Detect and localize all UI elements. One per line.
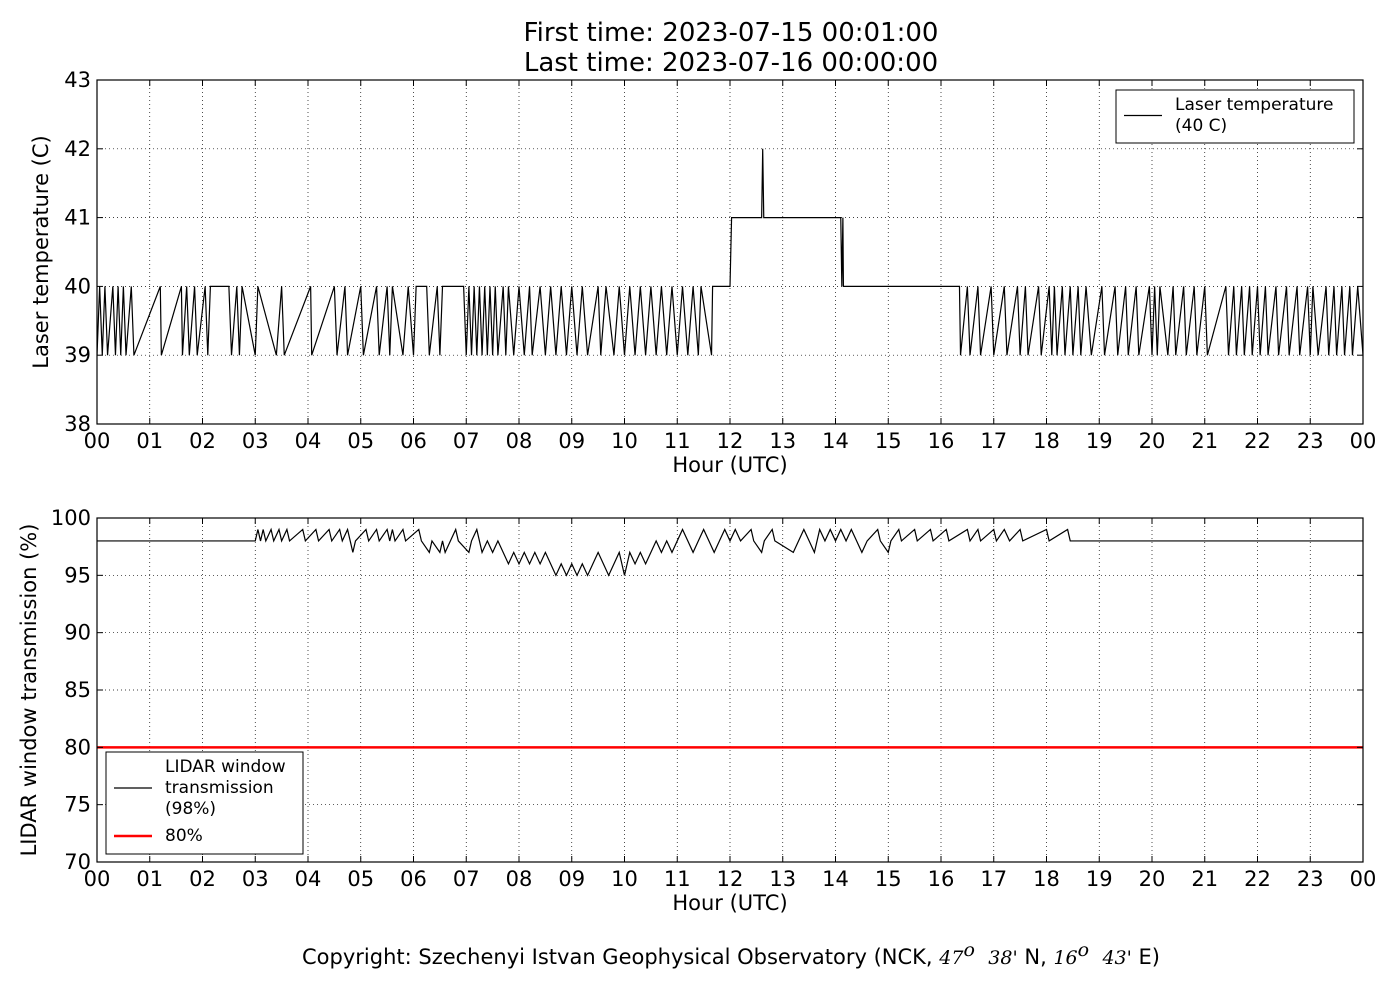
y-tick-label: 41: [64, 206, 91, 230]
copyright-text: Copyright: Szechenyi Istvan Geophysical …: [302, 945, 940, 969]
y-axis-label: Laser temperature (C): [29, 135, 53, 368]
x-tick-label: 19: [1086, 867, 1113, 891]
x-tick-label: 07: [453, 429, 480, 453]
y-tick-label: 90: [64, 621, 91, 645]
y-tick-label: 43: [64, 68, 91, 92]
longitude-degrees: 16: [1053, 947, 1078, 969]
x-tick-label: 19: [1086, 429, 1113, 453]
latitude-suffix: N,: [1017, 945, 1054, 969]
y-tick-label: 75: [64, 793, 91, 817]
legend-label: (98%): [165, 799, 216, 819]
y-tick-label: 95: [64, 563, 91, 587]
legend-label: Laser temperature: [1175, 95, 1333, 115]
x-tick-label: 00: [1350, 429, 1377, 453]
x-tick-label: 08: [506, 429, 533, 453]
x-tick-label: 01: [136, 867, 163, 891]
x-tick-label: 20: [1139, 867, 1166, 891]
x-tick-label: 21: [1191, 429, 1218, 453]
y-tick-label: 80: [64, 735, 91, 759]
x-tick-label: 04: [295, 867, 322, 891]
y-tick-label: 42: [64, 137, 91, 161]
y-tick-label: 85: [64, 678, 91, 702]
legend-label: 80%: [165, 826, 203, 846]
x-tick-label: 18: [1033, 867, 1060, 891]
x-tick-label: 11: [664, 867, 691, 891]
x-tick-label: 23: [1297, 429, 1324, 453]
x-tick-label: 02: [189, 867, 216, 891]
series-line-lidar-transmission: [97, 527, 1363, 577]
x-tick-label: 23: [1297, 867, 1324, 891]
x-tick-label: 04: [295, 429, 322, 453]
y-tick-label: 40: [64, 274, 91, 298]
x-tick-label: 14: [822, 867, 849, 891]
x-tick-label: 08: [506, 867, 533, 891]
longitude-minutes: 43': [1102, 947, 1132, 969]
lidar-transmission-panel: 00 01 02 03 04 05 06 07 08 09 10 11 12 13 14 15 16 17 18 19…: [17, 506, 1376, 915]
x-tick-label: 05: [347, 867, 374, 891]
y-axis-label: LIDAR window transmission (%): [17, 524, 41, 857]
x-tick-label: 10: [611, 867, 638, 891]
x-tick-label: 16: [928, 867, 955, 891]
legend-label: (40 C): [1175, 116, 1227, 136]
x-tick-label: 15: [875, 867, 902, 891]
x-tick-label: 03: [242, 867, 269, 891]
x-tick-label: 16: [928, 429, 955, 453]
y-tick-label: 38: [64, 412, 91, 436]
x-tick-label: 22: [1244, 429, 1271, 453]
x-tick-label: 20: [1139, 429, 1166, 453]
x-tick-label: 00: [1350, 867, 1377, 891]
latitude-degrees: 47: [939, 947, 964, 969]
x-tick-label: 13: [769, 867, 796, 891]
latitude-degree-symbol: o: [963, 939, 975, 961]
chart-title-line-2: Last time: 2023-07-16 00:00:00: [523, 48, 939, 78]
x-tick-label: 14: [822, 429, 849, 453]
x-tick-label: 13: [769, 429, 796, 453]
x-tick-label: 06: [400, 429, 427, 453]
y-tick-label: 39: [64, 343, 91, 367]
x-tick-label: 17: [980, 429, 1007, 453]
x-tick-label: 10: [611, 429, 638, 453]
x-tick-label: 06: [400, 867, 427, 891]
copyright-footer: Copyright: Szechenyi Istvan Geophysical …: [0, 936, 1400, 972]
x-tick-label: 15: [875, 429, 902, 453]
charts-canvas: 00 01 02 03 04 05 06 07 08 09 10 11 12 13 14 15 16 17 18 19…: [17, 68, 1376, 915]
longitude-degree-symbol: o: [1077, 939, 1090, 961]
x-tick-label: 05: [347, 429, 374, 453]
x-tick-label: 09: [558, 429, 585, 453]
x-tick-label: 09: [558, 867, 585, 891]
legend-label: transmission: [165, 778, 274, 798]
x-tick-label: 07: [453, 867, 480, 891]
chart-title-line-1: First time: 2023-07-15 00:01:00: [523, 18, 939, 48]
x-tick-label: 12: [717, 867, 744, 891]
laser-temperature-panel: 00 01 02 03 04 05 06 07 08 09 10 11 12 13 14 15 16 17 18 19…: [29, 68, 1376, 477]
longitude-suffix: E): [1131, 945, 1160, 969]
x-tick-label: 11: [664, 429, 691, 453]
x-axis-label: Hour (UTC): [672, 891, 787, 915]
x-tick-label: 00: [84, 867, 111, 891]
x-tick-label: 01: [136, 429, 163, 453]
x-tick-label: 02: [189, 429, 216, 453]
x-tick-label: 00: [84, 429, 111, 453]
x-tick-label: 17: [980, 867, 1007, 891]
x-tick-label: 21: [1191, 867, 1218, 891]
legend-box: [1115, 89, 1355, 144]
y-tick-label: 100: [51, 506, 91, 530]
x-tick-label: 03: [242, 429, 269, 453]
x-axis-label: Hour (UTC): [672, 453, 787, 477]
y-tick-label: 70: [64, 850, 91, 874]
x-tick-label: 22: [1244, 867, 1271, 891]
latitude-minutes: 38': [988, 947, 1018, 969]
legend-label: LIDAR window: [165, 757, 286, 777]
x-tick-label: 18: [1033, 429, 1060, 453]
series-line-laser-temperature: [97, 148, 1363, 356]
x-tick-label: 12: [717, 429, 744, 453]
